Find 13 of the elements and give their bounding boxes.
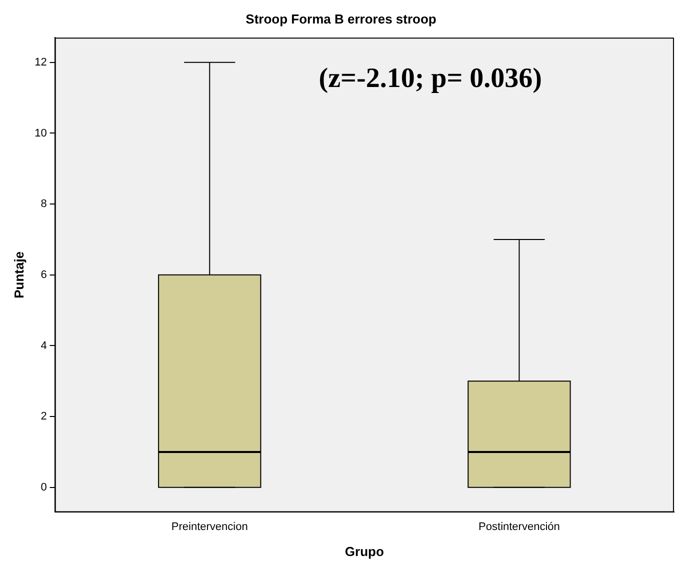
- y-tick-label: 10: [34, 127, 47, 140]
- y-tick-label: 0: [40, 481, 47, 494]
- annotation: (z=-2.10; p= 0.036): [318, 62, 542, 94]
- x-tick-label: Postintervención: [478, 520, 560, 533]
- y-tick-label: 4: [40, 340, 47, 352]
- y-tick-label: 8: [40, 198, 47, 210]
- x-axis-title: Grupo: [344, 544, 384, 559]
- y-tick-label: 12: [34, 56, 47, 68]
- y-tick-label: 2: [40, 410, 47, 423]
- y-axis-title: Puntaje: [11, 251, 26, 298]
- chart-title: Stroop Forma B errores stroop: [246, 11, 436, 26]
- y-tick-label: 6: [40, 268, 47, 281]
- x-tick-label: Preintervencion: [171, 520, 248, 533]
